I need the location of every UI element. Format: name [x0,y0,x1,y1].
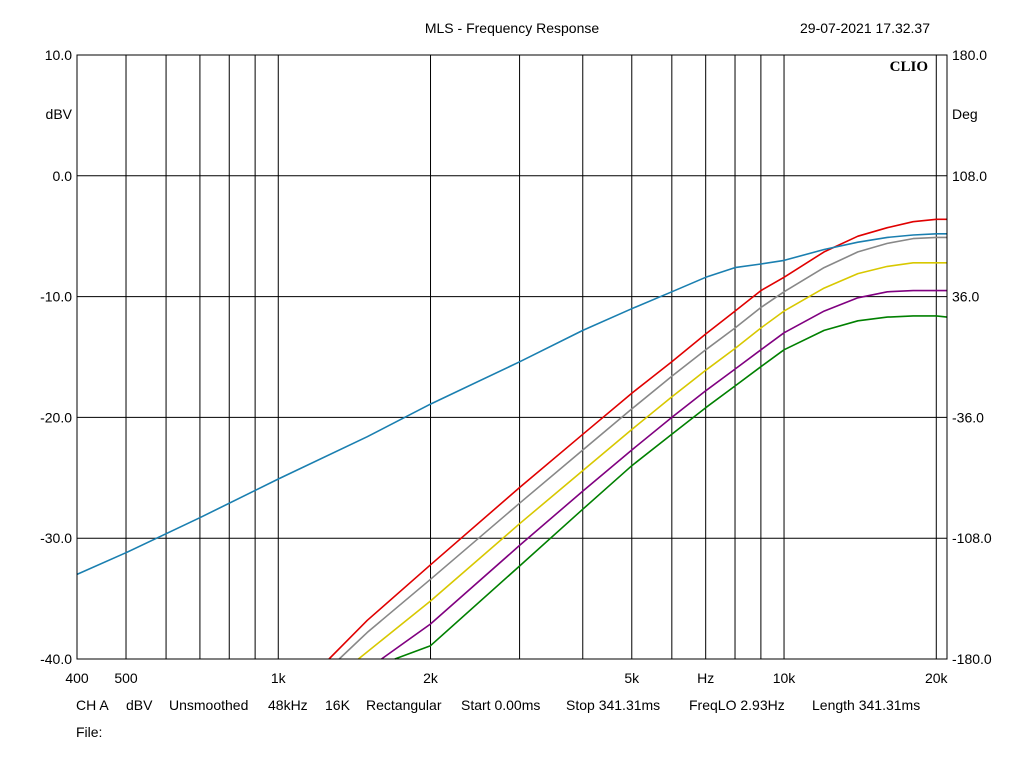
status-unit: dBV [126,697,153,713]
status-freqlo: FreqLO 2.93Hz [689,697,785,713]
status-window: Rectangular [366,697,442,713]
status-smoothing: Unsmoothed [169,697,249,713]
status-size: 16K [325,697,350,713]
x-tick-label: 5k [624,670,640,686]
y2-tick-label: 36.0 [952,289,979,305]
y2-tick-label: 180.0 [952,47,987,63]
y2-tick-label: -180.0 [952,651,992,667]
x-tick-label: 1k [271,670,287,686]
x-tick-label: 20k [925,670,949,686]
status-length: Length 341.31ms [812,697,921,713]
y-tick-label: -30.0 [40,530,72,546]
series-line-blue [76,233,947,576]
x-tick-label: 400 [65,670,89,686]
file-label: File: [76,724,103,740]
x-tick-label: 10k [773,670,797,686]
status-start: Start 0.00ms [461,697,541,713]
y-tick-label: -20.0 [40,409,72,425]
status-rate: 48kHz [268,697,308,713]
y2-tick-label: -108.0 [952,530,992,546]
x-axis-label: Hz [697,670,714,686]
chart-title: MLS - Frequency Response [424,20,600,36]
y2-tick-label: -36.0 [952,409,984,425]
y-tick-label: 10.0 [45,47,72,63]
x-tick-label: 2k [423,670,439,686]
y-tick-label: -10.0 [40,289,72,305]
series-line-green [394,315,948,660]
series-line-purple [381,289,947,660]
series-line-yellow [357,261,947,660]
x-tick-label: 500 [114,670,138,686]
brand-logo: CLIO [890,59,928,75]
status-channel: CH A [76,697,109,713]
status-stop: Stop 341.31ms [566,697,661,713]
y2-tick-label: 108.0 [952,168,987,184]
y2-axis-label: Deg [952,106,978,122]
series-line-grey [338,236,947,660]
y-axis-label: dBV [46,106,73,122]
y-tick-label: 0.0 [53,168,73,184]
series-line-red [328,218,947,660]
timestamp: 29-07-2021 17.32.37 [800,20,930,36]
y-tick-label: -40.0 [40,651,72,667]
plot-frame [76,54,948,660]
